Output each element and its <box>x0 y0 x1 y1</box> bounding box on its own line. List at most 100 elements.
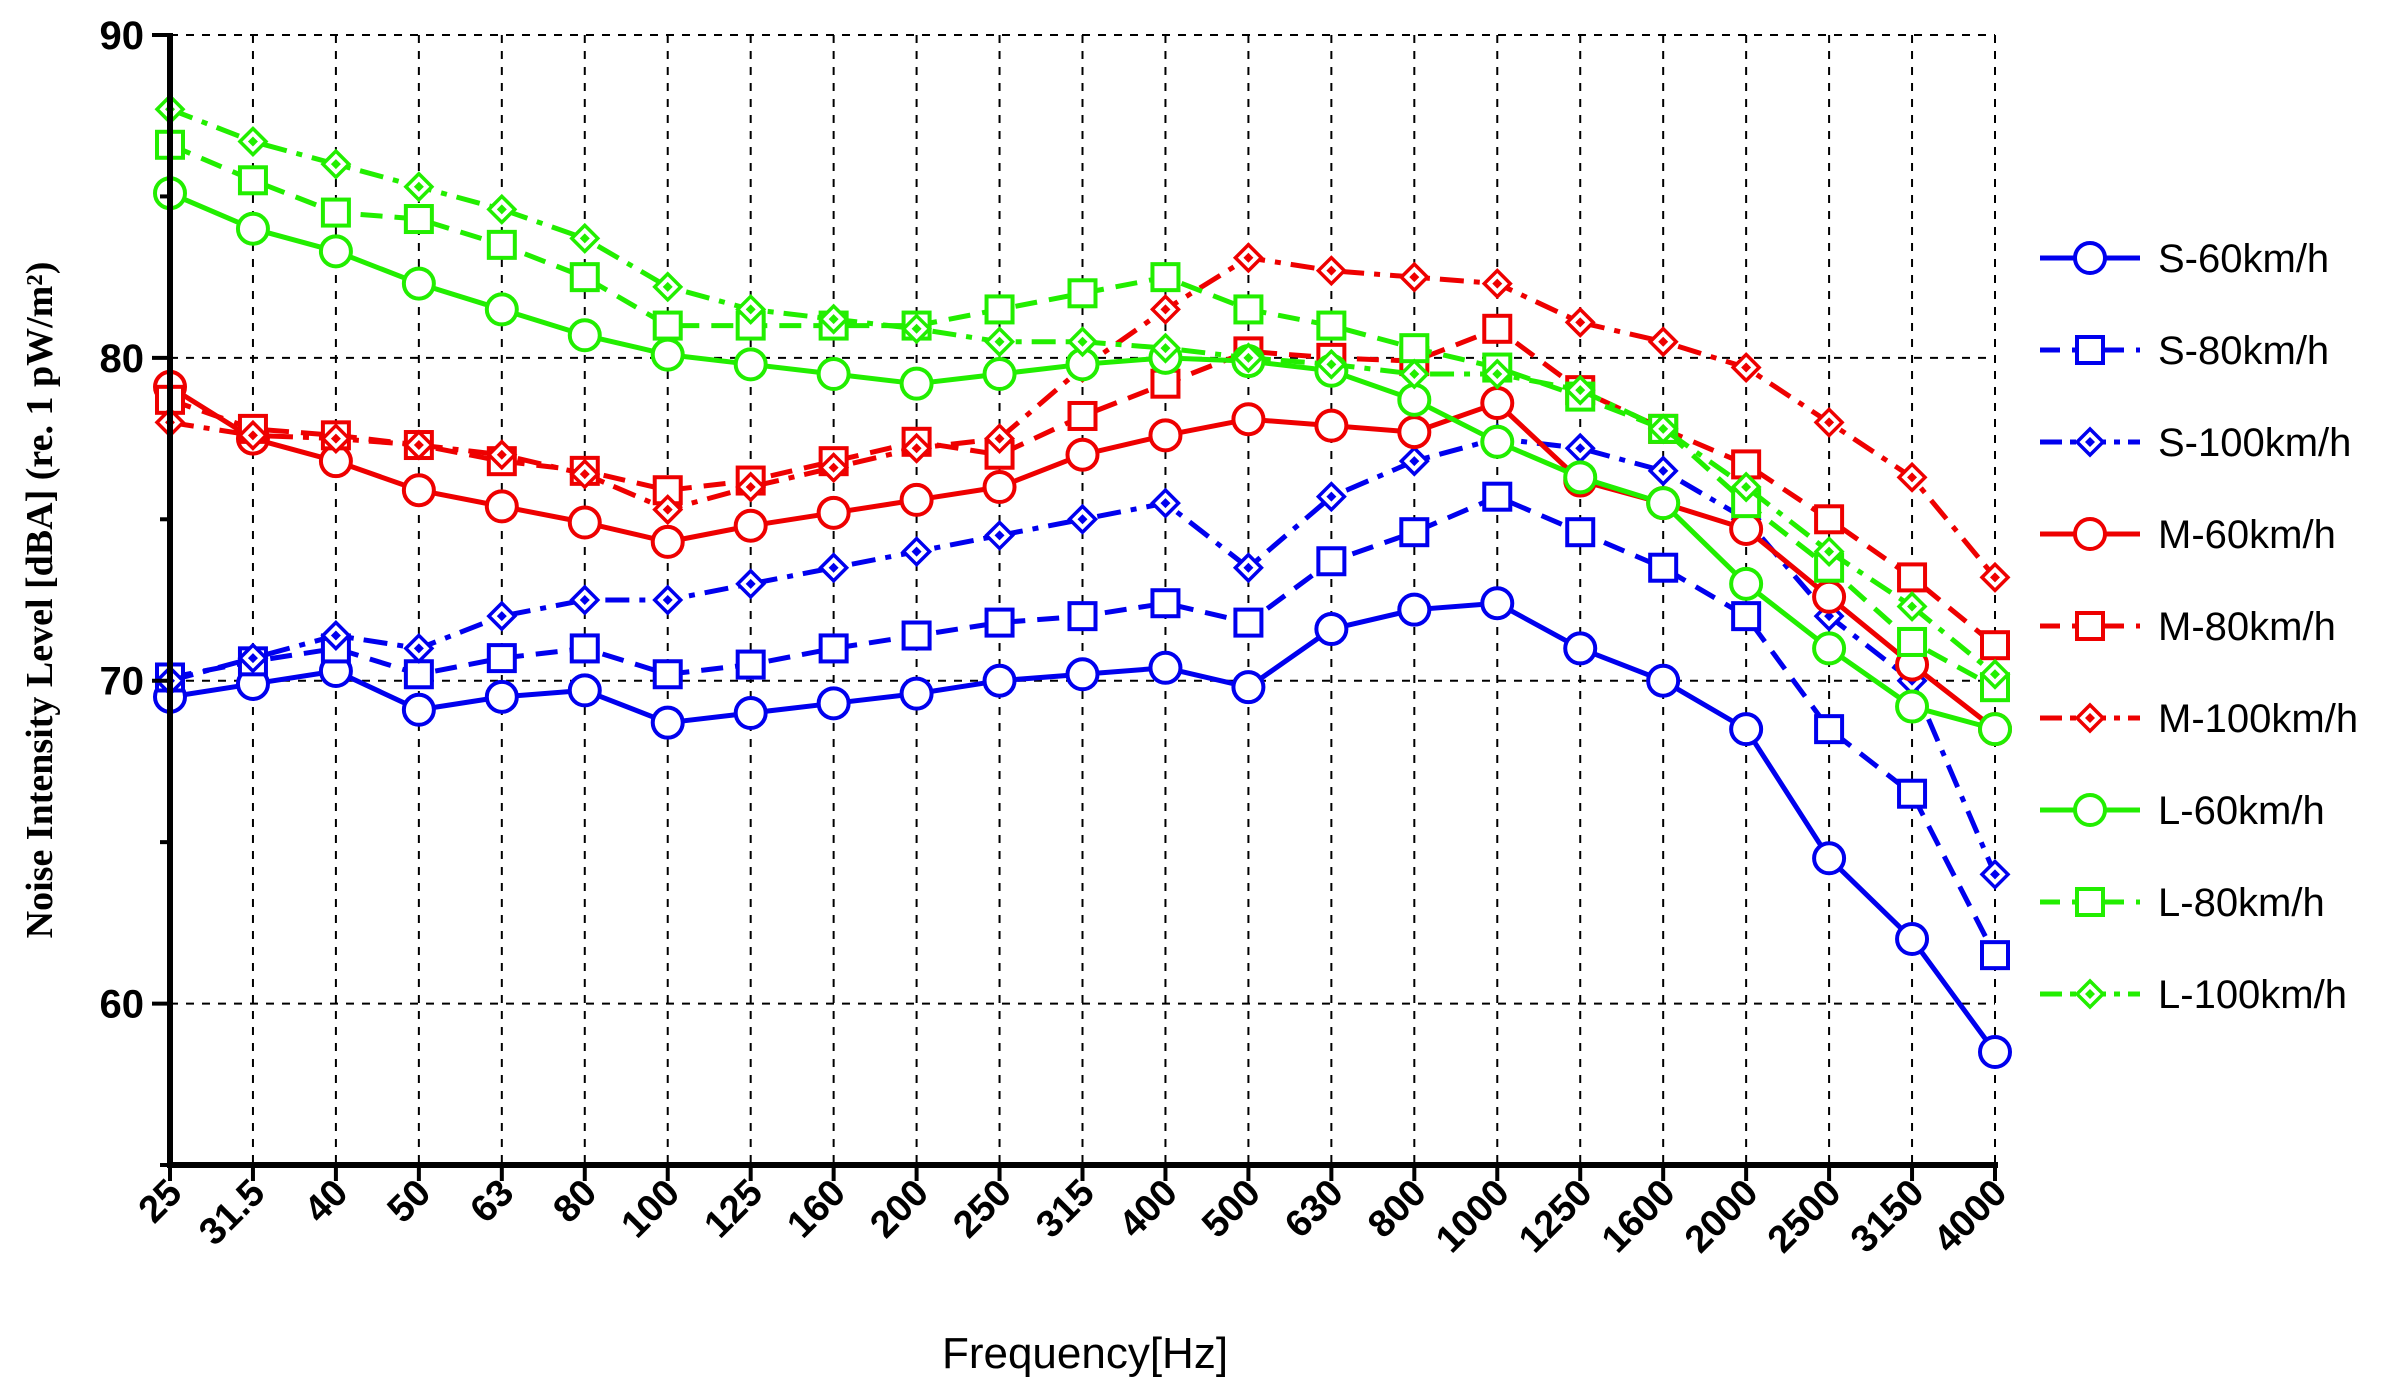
data-point <box>1316 546 1347 577</box>
data-point <box>1481 358 1513 390</box>
data-point <box>484 292 519 327</box>
diamond-center <box>745 482 756 492</box>
x-tick-label: 400 <box>1111 1172 1186 1247</box>
x-tick-label: 40 <box>297 1172 357 1232</box>
data-point <box>486 600 518 632</box>
legend-marker <box>2075 335 2105 365</box>
diamond-center <box>496 204 507 215</box>
data-point <box>1065 437 1100 472</box>
data-point <box>1397 592 1432 627</box>
data-point <box>818 452 850 484</box>
data-point <box>1729 712 1764 747</box>
data-point <box>1978 1035 2012 1069</box>
series-layer <box>153 93 2012 1069</box>
diamond-center <box>1243 352 1254 363</box>
data-point <box>1149 293 1181 325</box>
data-point <box>1150 588 1181 619</box>
data-point <box>899 366 934 401</box>
diamond-center <box>1575 443 1586 454</box>
diamond-center <box>1077 514 1088 525</box>
x-tick-label: 315 <box>1028 1172 1103 1247</box>
data-point <box>1480 386 1515 421</box>
data-point <box>1896 461 1928 493</box>
diamond-center <box>1409 456 1420 467</box>
x-tick-label: 250 <box>945 1172 1020 1247</box>
legend-marker <box>2074 702 2106 734</box>
x-tick-label: 200 <box>862 1172 937 1247</box>
diamond-center <box>330 159 341 170</box>
x-tick-label: 1600 <box>1594 1172 1683 1261</box>
diamond-center <box>1326 491 1337 502</box>
diamond-center <box>1990 669 2000 680</box>
data-point <box>899 482 934 517</box>
data-point <box>1065 657 1100 692</box>
data-point <box>318 234 353 269</box>
diamond-center <box>1409 369 1420 379</box>
diamond-center <box>579 469 590 480</box>
data-point <box>1067 601 1098 632</box>
diamond-center <box>1658 423 1669 434</box>
diamond-center <box>911 323 922 334</box>
data-point <box>1646 663 1681 698</box>
data-point <box>567 318 602 353</box>
data-point <box>1647 413 1679 445</box>
legend-item: L-80km/h <box>2040 881 2325 925</box>
diamond-center <box>1658 336 1669 347</box>
data-point <box>1233 294 1264 325</box>
y-tick-label: 90 <box>100 14 145 58</box>
data-point <box>569 222 601 254</box>
data-point <box>1812 579 1847 614</box>
data-point <box>901 313 933 345</box>
data-point <box>1232 342 1264 374</box>
data-point <box>1564 432 1596 464</box>
diamond-center <box>1824 611 1835 622</box>
x-tick-label: 160 <box>779 1172 854 1247</box>
legend-item: S-100km/h <box>2040 421 2351 465</box>
data-point <box>1480 586 1515 621</box>
diamond-center <box>1575 317 1586 328</box>
x-tick-label: 2500 <box>1760 1172 1849 1261</box>
legend-marker <box>2075 611 2105 641</box>
axes <box>152 33 1998 1181</box>
data-point <box>735 471 767 503</box>
legend-label: S-60km/h <box>2158 237 2329 281</box>
data-point <box>1397 415 1432 450</box>
data-point <box>1565 517 1596 548</box>
data-point <box>816 495 851 530</box>
data-point <box>1482 481 1513 512</box>
data-point <box>1814 504 1845 535</box>
data-point <box>1897 562 1928 593</box>
legend-marker <box>2074 978 2106 1010</box>
x-tick-label: 25 <box>131 1172 191 1232</box>
data-point <box>1149 487 1181 519</box>
data-point <box>984 294 1015 325</box>
data-point <box>816 686 851 721</box>
x-axis-label: Frequency[Hz] <box>942 1329 1228 1378</box>
data-point <box>982 357 1017 391</box>
diamond-center <box>413 643 424 654</box>
diamond-center <box>828 314 839 325</box>
data-point <box>818 552 850 584</box>
diamond-center <box>1824 417 1835 428</box>
data-point <box>403 429 435 461</box>
data-point <box>733 508 768 543</box>
diamond-center <box>1741 362 1752 373</box>
data-point <box>1232 552 1264 584</box>
data-point <box>1647 455 1679 487</box>
legend-label: S-100km/h <box>2158 421 2351 465</box>
data-point <box>235 211 270 246</box>
diamond-center <box>247 653 258 664</box>
data-point <box>652 271 684 303</box>
data-point <box>237 126 269 158</box>
data-point <box>1731 601 1762 632</box>
data-point <box>486 193 518 225</box>
data-point <box>982 470 1017 504</box>
data-point <box>816 357 851 391</box>
legend-label: M-80km/h <box>2158 605 2336 649</box>
data-point <box>901 620 932 651</box>
data-point <box>984 326 1016 358</box>
data-point <box>1067 400 1098 431</box>
data-point <box>1979 858 2011 890</box>
data-point <box>650 337 685 372</box>
